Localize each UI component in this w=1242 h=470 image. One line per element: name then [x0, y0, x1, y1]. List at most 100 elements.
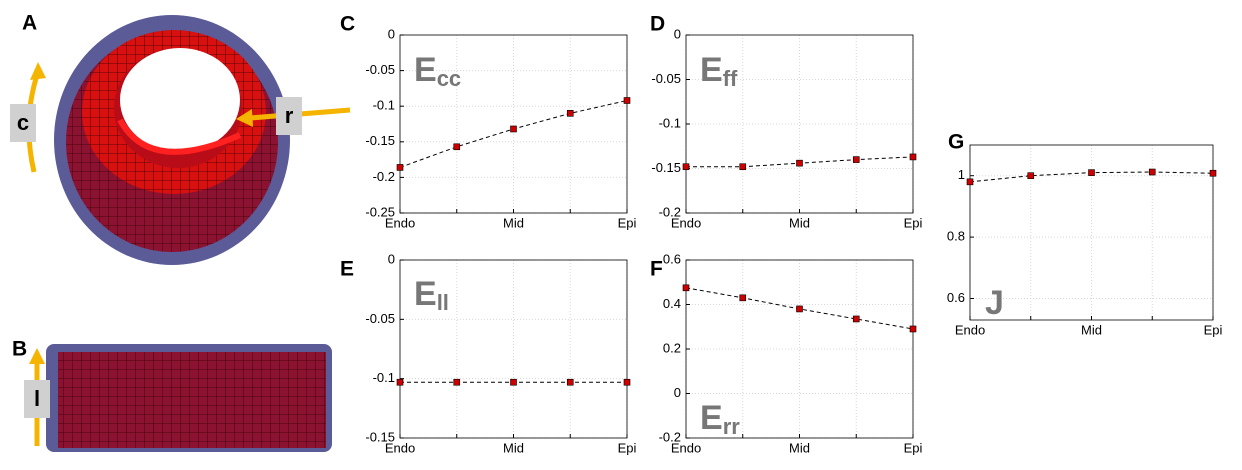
y-tick-label: -0.1 — [659, 115, 681, 130]
panel-label: G — [948, 131, 964, 154]
panel-label: A — [22, 12, 37, 35]
marker — [623, 378, 631, 386]
y-tick-label: -0.2 — [373, 169, 395, 184]
y-tick-label: -0.2 — [659, 204, 681, 219]
y-tick-label: -0.05 — [365, 311, 395, 326]
y-tick-label: -0.05 — [651, 71, 681, 86]
chart-title: Err — [700, 399, 740, 439]
x-tick-label: Epi — [618, 440, 637, 455]
marker — [852, 156, 860, 163]
marker — [453, 143, 461, 151]
title-main: E — [414, 51, 437, 89]
x-tick-label: Epi — [1204, 322, 1223, 337]
axes-box — [969, 144, 1214, 321]
marker — [739, 163, 747, 171]
y-tick-label: 0.6 — [663, 251, 681, 266]
label-box — [10, 104, 36, 142]
y-tick-label: 0 — [388, 251, 395, 266]
marker — [1088, 169, 1095, 176]
marker — [1027, 172, 1035, 180]
marker — [909, 153, 917, 161]
x-tick-label: Endo — [385, 215, 415, 230]
rendering-a — [54, 15, 290, 265]
y-tick-label: 1 — [958, 167, 965, 182]
panel-label: C — [340, 13, 355, 36]
x-tick-label: Endo — [955, 322, 985, 337]
title-sub: rr — [723, 414, 741, 439]
axis-label: r — [285, 103, 294, 128]
x-tick-label: Endo — [385, 440, 415, 455]
x-tick-label: Endo — [671, 440, 701, 455]
y-tick-label: -0.2 — [659, 429, 681, 444]
marker — [1209, 169, 1217, 177]
marker — [510, 125, 517, 133]
x-tick-label: Mid — [789, 440, 810, 455]
marker — [566, 378, 574, 386]
x-tick-label: Epi — [904, 215, 923, 230]
x-tick-label: Epi — [618, 215, 637, 230]
marker — [796, 305, 803, 313]
title-main: J — [985, 284, 1004, 322]
marker — [682, 284, 690, 292]
marker — [909, 325, 917, 333]
y-tick-label: -0.15 — [651, 160, 681, 175]
title-sub: cc — [437, 66, 461, 91]
panel-label: F — [650, 258, 663, 281]
x-tick-label: Epi — [904, 440, 923, 455]
y-tick-label: -0.05 — [365, 62, 395, 77]
label-box — [24, 380, 50, 418]
marker — [1148, 168, 1156, 176]
marker — [623, 97, 631, 104]
chart-title: Ell — [414, 275, 449, 315]
marker — [510, 378, 517, 386]
axes-box — [399, 34, 628, 214]
panel-label: B — [12, 338, 27, 361]
y-tick-label: -0.1 — [373, 98, 395, 113]
chart-title: Eff — [700, 51, 738, 91]
y-tick-label: 0.6 — [947, 290, 965, 305]
marker — [796, 159, 803, 167]
x-tick-label: Mid — [1081, 322, 1102, 337]
marker — [396, 378, 404, 386]
panel-label: D — [650, 13, 665, 36]
y-tick-label: 0 — [388, 26, 395, 41]
arrow-head — [30, 62, 46, 80]
y-tick-label: 0 — [674, 26, 681, 41]
x-tick-label: Mid — [789, 215, 810, 230]
label-box — [276, 97, 302, 135]
axis-label: l — [34, 386, 40, 411]
x-tick-label: Mid — [503, 440, 524, 455]
arrow-head — [29, 348, 45, 364]
axis-label: c — [17, 110, 29, 135]
marker — [739, 294, 747, 302]
axes-box — [685, 259, 914, 439]
marker — [682, 163, 690, 171]
x-tick-label: Endo — [671, 215, 701, 230]
x-tick-label: Mid — [503, 215, 524, 230]
rendering-b — [46, 344, 332, 452]
y-tick-label: 0.2 — [663, 340, 681, 355]
chart-title: J — [985, 284, 1004, 322]
title-main: E — [700, 51, 723, 89]
y-tick-label: -0.25 — [365, 204, 395, 219]
axes-box — [399, 259, 628, 439]
marker — [966, 178, 974, 186]
title-sub: ff — [723, 66, 738, 91]
y-tick-label: 0.8 — [947, 229, 965, 244]
y-tick-label: -0.15 — [365, 429, 395, 444]
y-tick-label: 0 — [674, 385, 681, 400]
marker — [852, 315, 860, 323]
marker — [453, 378, 461, 386]
panel-label: E — [340, 258, 354, 281]
title-main: E — [700, 399, 723, 437]
title-sub: ll — [437, 290, 449, 315]
y-tick-label: -0.1 — [373, 370, 395, 385]
marker — [566, 110, 574, 117]
title-main: E — [414, 275, 437, 313]
marker — [396, 164, 404, 171]
chart-title: Ecc — [414, 51, 461, 91]
y-tick-label: 0.4 — [663, 296, 681, 311]
axes-box — [685, 34, 914, 214]
